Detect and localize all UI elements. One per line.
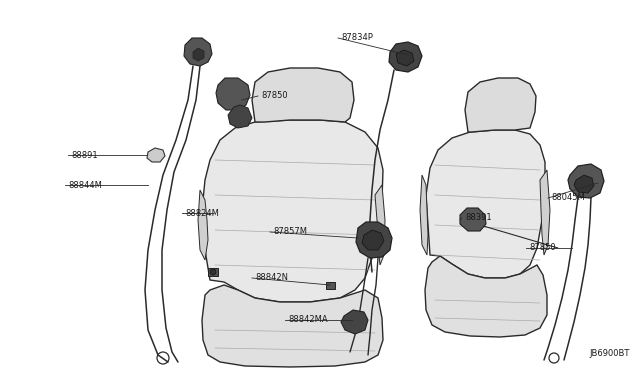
Text: 88824M: 88824M [185,208,219,218]
Polygon shape [356,222,392,258]
Polygon shape [252,68,354,122]
Text: 88045M: 88045M [551,193,585,202]
Polygon shape [389,42,422,72]
Text: 88842N: 88842N [255,273,288,282]
Text: 88842MA: 88842MA [288,315,328,324]
Text: 87850: 87850 [529,244,556,253]
Circle shape [210,269,216,275]
Polygon shape [202,285,383,367]
Polygon shape [574,175,594,193]
Polygon shape [228,105,252,128]
Polygon shape [216,78,250,110]
Polygon shape [396,50,414,66]
Polygon shape [202,120,383,302]
Text: 87857M: 87857M [273,228,307,237]
Bar [326,282,335,289]
Polygon shape [147,148,165,162]
Polygon shape [465,78,536,132]
Polygon shape [425,256,547,337]
Text: 88844M: 88844M [68,180,102,189]
Text: 88891: 88891 [71,151,98,160]
Text: 87834P: 87834P [341,33,373,42]
Polygon shape [341,310,368,334]
Polygon shape [540,170,550,255]
Polygon shape [362,230,384,250]
Polygon shape [184,38,212,66]
Bar [208,268,218,276]
Polygon shape [460,208,486,231]
Polygon shape [375,185,385,265]
Text: 87850: 87850 [261,92,287,100]
Polygon shape [193,48,204,61]
Text: JB6900BT: JB6900BT [589,349,630,358]
Polygon shape [568,164,604,198]
Polygon shape [420,175,428,255]
Text: 88391: 88391 [465,214,492,222]
Polygon shape [426,130,545,278]
Polygon shape [198,190,208,260]
